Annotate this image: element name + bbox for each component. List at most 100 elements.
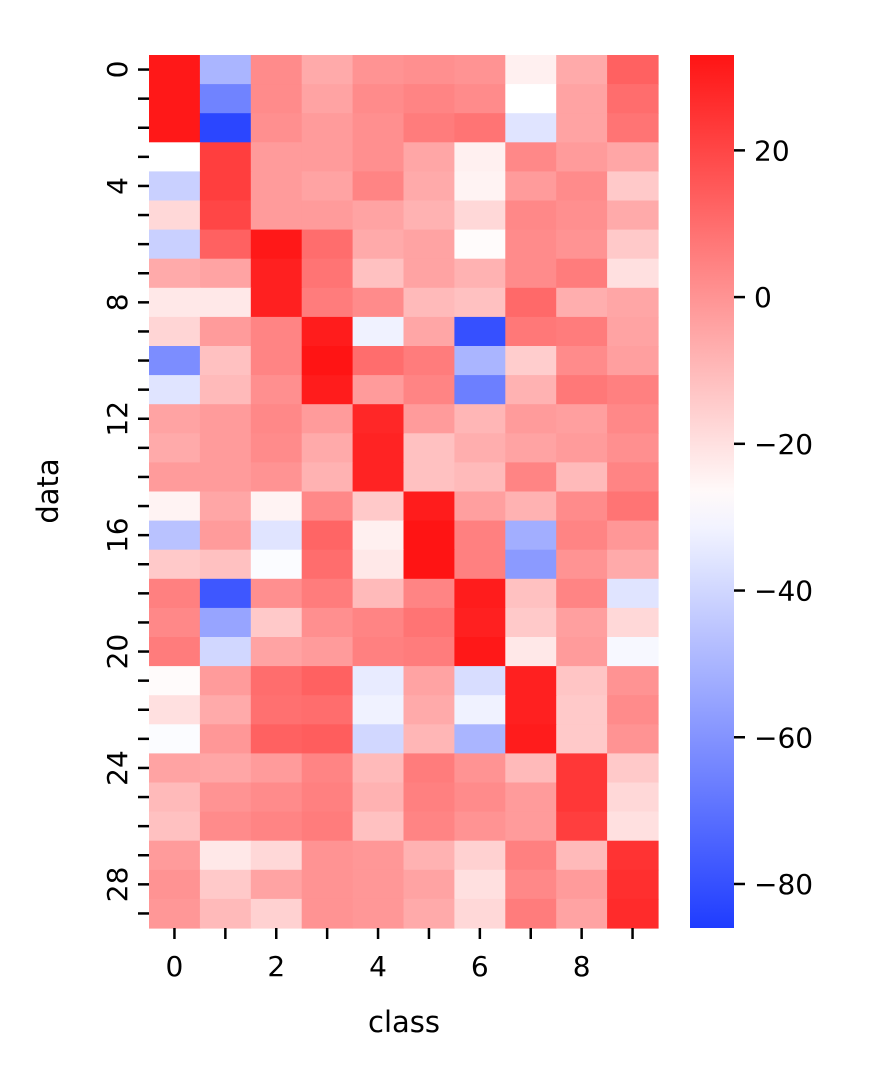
heatmap-cell (149, 113, 201, 143)
y-tick-label: 8 (101, 293, 134, 311)
heatmap-cell (250, 258, 303, 289)
heatmap-cell (301, 346, 354, 376)
heatmap-cell (149, 724, 201, 754)
heatmap-cell (454, 753, 506, 784)
heatmap-cell (352, 491, 405, 522)
heatmap-cell (556, 84, 608, 114)
heatmap-cell (149, 200, 201, 231)
heatmap-cell (454, 375, 506, 405)
y-tick-label: 20 (101, 634, 134, 670)
heatmap-cell (250, 520, 303, 551)
heatmap-cell (301, 433, 354, 463)
heatmap-cell (607, 491, 659, 522)
heatmap-cell (199, 491, 252, 522)
heatmap-cell (454, 695, 506, 725)
heatmap-cell (556, 549, 608, 580)
heatmap-cell (149, 898, 201, 929)
heatmap-cell (149, 462, 201, 493)
heatmap-cell (199, 375, 252, 405)
heatmap-cell (250, 637, 303, 667)
heatmap-cell (149, 840, 201, 871)
heatmap-cell (149, 869, 201, 900)
heatmap-cell (505, 229, 557, 260)
heatmap-cell (556, 637, 608, 667)
heatmap-cell (454, 724, 506, 754)
heatmap-cell (454, 404, 506, 434)
heatmap-cell (556, 869, 608, 900)
heatmap-cell (403, 607, 455, 638)
heatmap-cell (403, 462, 455, 493)
heatmap-cell (454, 520, 506, 551)
heatmap-cell (403, 113, 455, 143)
x-axis-title: class (368, 1005, 440, 1039)
heatmap-cell (505, 869, 557, 900)
heatmap-cell (403, 491, 455, 522)
heatmap-cell (454, 869, 506, 900)
colorbar-tick-label: 0 (754, 281, 772, 314)
heatmap-cell (556, 316, 608, 347)
heatmap-cell (149, 607, 201, 638)
heatmap-cell (199, 55, 252, 85)
heatmap-cell (149, 84, 201, 114)
heatmap-cell (403, 316, 455, 347)
heatmap-cell (607, 695, 659, 725)
heatmap-cell (149, 695, 201, 725)
heatmap-cell (505, 142, 557, 172)
heatmap-cell (250, 811, 303, 842)
heatmap-cell (556, 346, 608, 376)
heatmap-cell (301, 695, 354, 725)
heatmap-cell (454, 578, 506, 609)
heatmap-cell (454, 607, 506, 638)
heatmap-cell (505, 607, 557, 638)
heatmap-cell (403, 811, 455, 842)
heatmap-cell (199, 171, 252, 202)
heatmap-cell (352, 578, 405, 609)
heatmap-cell (149, 316, 201, 347)
heatmap-cell (199, 346, 252, 376)
colorbar-tick-label: −60 (754, 721, 813, 754)
heatmap-cell (199, 462, 252, 493)
heatmap-cell (403, 200, 455, 231)
heatmap-cell (352, 811, 405, 842)
heatmap-cell (556, 898, 608, 929)
heatmap-cell (149, 404, 201, 434)
heatmap-cell (301, 549, 354, 580)
heatmap-cell (250, 666, 303, 696)
heatmap-cell (199, 695, 252, 725)
heatmap-cell (505, 666, 557, 696)
heatmap-cell (454, 433, 506, 463)
heatmap-cell (250, 113, 303, 143)
heatmap-cell (301, 637, 354, 667)
heatmap-cell (250, 695, 303, 725)
heatmap-cell (301, 404, 354, 434)
heatmap-cell (403, 869, 455, 900)
heatmap-cell (607, 811, 659, 842)
heatmap-cell (505, 462, 557, 493)
heatmap-cell (505, 753, 557, 784)
heatmap-cell (556, 520, 608, 551)
heatmap-cell (301, 200, 354, 231)
heatmap-cell (352, 462, 405, 493)
heatmap-cell (149, 491, 201, 522)
heatmap-cell (250, 753, 303, 784)
heatmap-cell (250, 375, 303, 405)
heatmap-cell (199, 200, 252, 231)
heatmap-cell (403, 433, 455, 463)
y-axis-title: data (31, 458, 65, 523)
heatmap-cell (199, 753, 252, 784)
heatmap-cell (250, 869, 303, 900)
heatmap-cell (301, 287, 354, 318)
heatmap-cell (301, 869, 354, 900)
heatmap-cell (505, 375, 557, 405)
heatmap-cell (250, 491, 303, 522)
heatmap-cell (556, 724, 608, 754)
heatmap-cell (250, 433, 303, 463)
heatmap-cell (301, 782, 354, 813)
heatmap-cell (199, 433, 252, 463)
heatmap-cell (250, 607, 303, 638)
heatmap-cell (556, 404, 608, 434)
heatmap-cell (199, 840, 252, 871)
heatmap-cell (199, 637, 252, 667)
heatmap-cell (250, 898, 303, 929)
heatmap-cell (607, 316, 659, 347)
